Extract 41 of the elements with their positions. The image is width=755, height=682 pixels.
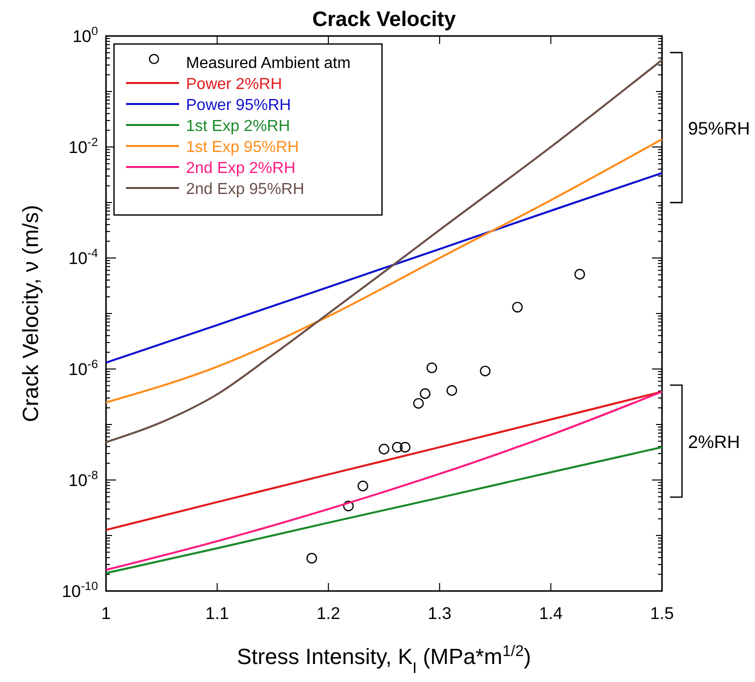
- x-tick-label: 1.3: [428, 604, 452, 623]
- legend-label: 2nd Exp 2%RH: [186, 160, 296, 177]
- point: [512, 302, 523, 312]
- x-tick-label: 1.4: [538, 604, 563, 623]
- point: [306, 552, 318, 564]
- point: [426, 362, 438, 374]
- x-axis-title: Stress Intensity, K$_{I}$ (MPa*m$^{1/2}$): [236, 642, 532, 676]
- y-tick-label: 10$^{-10}$: [62, 579, 98, 601]
- point: [400, 442, 410, 453]
- legend-label: 1st Exp 95%RH: [186, 139, 299, 156]
- y-tick-label: 10$^{-2}$: [68, 135, 98, 157]
- legend-label: Power 2%RH: [186, 76, 282, 93]
- point: [392, 442, 403, 453]
- point: [480, 366, 491, 376]
- y-tick-label: 10$^{0}$: [72, 24, 98, 46]
- y-axis-title: Crack Velocity, ν (m/s): [18, 204, 43, 422]
- x-tick-label: 1: [101, 604, 111, 623]
- point: [574, 268, 586, 280]
- point: [420, 388, 430, 399]
- text: 2%RH: [688, 432, 740, 452]
- text: 95%RH: [688, 118, 750, 139]
- line-series: [105, 390, 663, 531]
- legend-label: 2nd Exp 95%RH: [186, 181, 304, 198]
- x-tick-label: 1.5: [650, 604, 674, 623]
- point: [358, 480, 368, 492]
- line-series: [105, 446, 663, 574]
- point: [343, 500, 354, 512]
- line-series: [105, 390, 663, 571]
- x-tick-label: 1.2: [316, 604, 340, 623]
- point: [413, 398, 424, 409]
- y-tick-label: 10$^{-8}$: [68, 468, 98, 490]
- chart-title: Crack Velocity: [312, 8, 456, 31]
- y-tick-label: 10$^{-6}$: [68, 357, 98, 379]
- point: [378, 444, 390, 454]
- legend-label: Power 95%RH: [186, 97, 291, 114]
- legend-label: 1st Exp 2%RH: [186, 118, 290, 135]
- line-series: [105, 138, 663, 404]
- x-tick-label: 1.1: [205, 604, 230, 623]
- y-tick-label: 10$^{-4}$: [68, 246, 98, 268]
- point: [446, 385, 458, 396]
- legend-label: Measured Ambient atm: [186, 55, 351, 72]
